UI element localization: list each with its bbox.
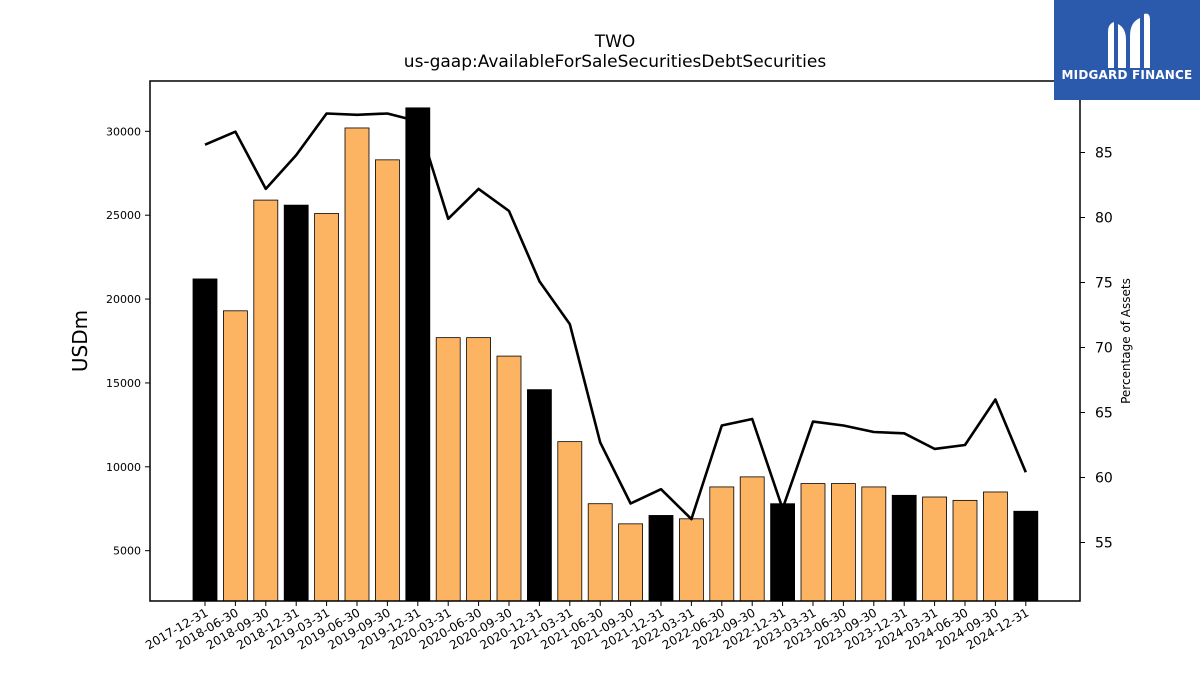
y2-tick-label: 65 — [1095, 406, 1113, 422]
y-tick-label: 25000 — [106, 209, 141, 222]
y-tick-label: 30000 — [106, 125, 141, 138]
y-tick-label: 5000 — [113, 545, 141, 558]
plot-frame — [149, 80, 1081, 602]
bar-2022-09-30 — [739, 476, 765, 602]
bar-2023-12-31 — [891, 494, 917, 602]
bar-2019-03-31 — [314, 213, 340, 602]
bar-2022-12-31 — [770, 503, 795, 602]
bar-2023-09-30 — [861, 486, 887, 602]
x-axis-ticks: 2017-12-312018-06-302018-09-302018-12-31… — [143, 601, 1031, 652]
right-axis-ticks: 55 60 65 70 75 80 85 — [1080, 146, 1113, 552]
y2-tick-label: 75 — [1095, 276, 1113, 292]
midgard-finance-logo: MIDGARD FINANCE — [1054, 0, 1200, 100]
midgard-logo-icon — [1108, 13, 1150, 69]
y-tick-label: 20000 — [106, 293, 141, 306]
bar-2023-06-30 — [831, 483, 856, 602]
y2-tick-label: 80 — [1095, 211, 1113, 227]
bar-2021-12-31 — [648, 515, 674, 602]
bar-2021-09-30 — [618, 523, 643, 602]
logo-text: MIDGARD FINANCE — [1061, 68, 1193, 82]
bar-2021-06-30 — [587, 503, 613, 602]
y2-tick-label: 70 — [1095, 341, 1113, 357]
percentage-of-assets-line — [204, 112, 1027, 521]
y-axis-label: USDm — [68, 310, 92, 372]
bar-2024-12-31 — [1013, 510, 1039, 602]
y2-tick-label: 85 — [1095, 146, 1113, 162]
bar-2020-09-30 — [496, 355, 522, 602]
bar-2022-06-30 — [709, 486, 735, 602]
y2-tick-label: 60 — [1095, 471, 1113, 487]
bar-2020-03-31 — [435, 337, 461, 602]
bar-2024-03-31 — [922, 496, 947, 602]
bar-2024-09-30 — [983, 491, 1008, 602]
bar-2017-12-31 — [192, 278, 218, 602]
y2-tick-label: 55 — [1095, 536, 1113, 552]
bar-2021-03-31 — [557, 441, 583, 602]
y-tick-label: 15000 — [106, 377, 141, 390]
bar-2019-12-31 — [405, 107, 431, 602]
bar-2024-06-30 — [952, 499, 978, 602]
percentage-line-layer — [204, 112, 1027, 521]
bar-2018-06-30 — [222, 310, 248, 602]
y-tick-label: 10000 — [106, 461, 141, 474]
bar-2019-09-30 — [374, 159, 400, 602]
chart-subtitle: us-gaap:AvailableForSaleSecuritiesDebtSe… — [403, 52, 827, 72]
bar-2019-06-30 — [344, 127, 370, 602]
bar-2020-06-30 — [466, 337, 492, 602]
bar-2018-09-30 — [253, 199, 279, 602]
chart-title: TWO — [594, 32, 636, 52]
bar-2018-12-31 — [283, 204, 309, 602]
bars — [192, 107, 1039, 602]
bar-2023-03-31 — [800, 483, 826, 602]
y2-axis-label: Percentage of Assets — [1119, 278, 1133, 404]
bar-2022-03-31 — [679, 518, 704, 602]
bar-2020-12-31 — [527, 389, 552, 602]
left-axis-ticks: 5000 10000 15000 20000 25000 30000 — [106, 125, 150, 558]
